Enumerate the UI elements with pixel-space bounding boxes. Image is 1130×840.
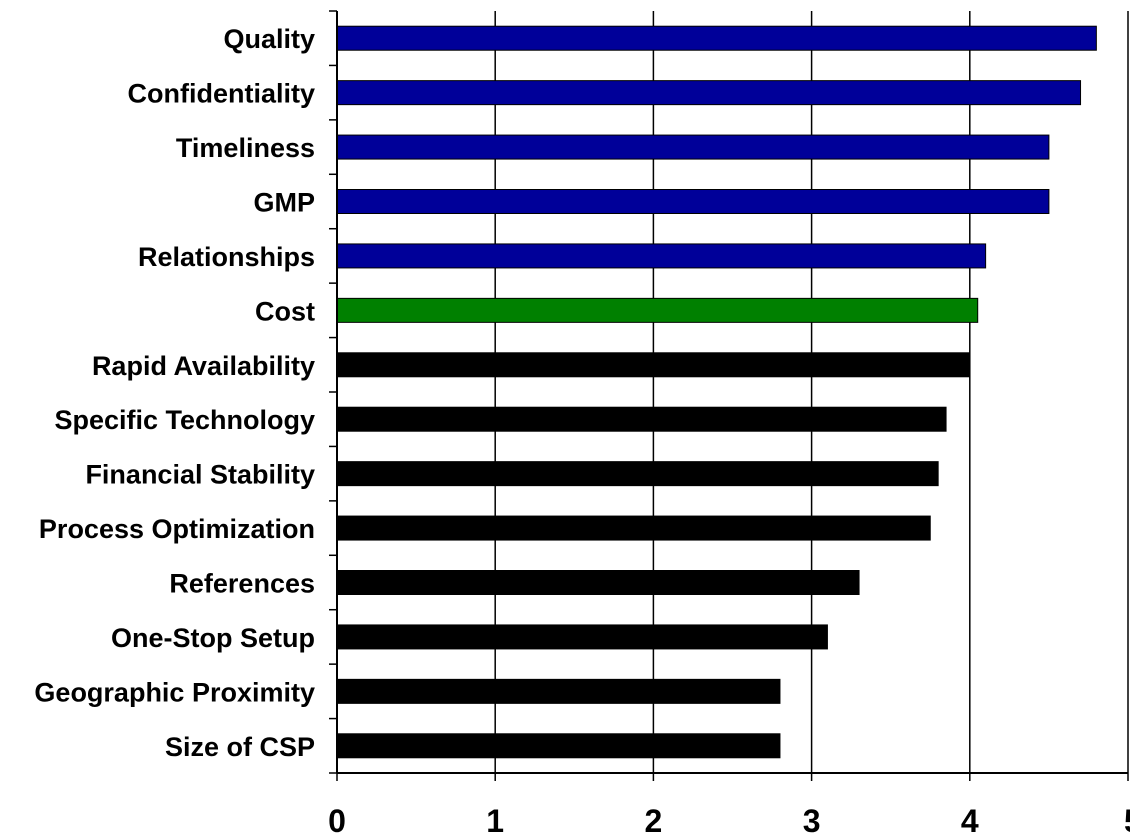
category-label: GMP [253,188,315,218]
category-label: Cost [255,296,315,326]
category-label: Quality [223,24,315,54]
bar-cost [336,297,979,323]
bar-quality [336,25,1097,51]
bar-one-stop-setup [336,624,828,650]
bar-gmp [336,189,1050,214]
category-label: Relationships [138,242,315,272]
x-tick-label: 0 [328,803,346,839]
x-tick-labels: 0 1 2 3 4 5 [328,803,1130,839]
bar-geographic-proximity [336,678,781,704]
axes [329,10,1129,781]
bar-specific-technology [336,406,947,432]
x-tick-label: 4 [961,803,979,839]
x-tick-label: 2 [645,803,663,839]
x-tick-label: 5 [1124,803,1130,839]
bar-financial-stability [336,461,939,487]
bar-timeliness [336,134,1050,160]
category-label: Rapid Availability [92,351,315,381]
bar-confidentiality [336,80,1082,106]
bar-relationships [336,243,987,269]
x-tick-label: 3 [803,803,821,839]
category-labels: Quality Confidentiality Timeliness GMP Relat… [34,24,315,762]
category-label: Confidentiality [128,79,316,109]
bar-process-optimization [336,515,931,541]
category-label: Size of CSP [165,732,315,762]
bar-size-of-csp [336,733,781,759]
bars [336,25,1097,759]
category-label: Financial Stability [85,460,315,490]
category-label: Geographic Proximity [34,677,315,707]
x-tick-label: 1 [486,803,504,839]
category-label: Process Optimization [39,514,315,544]
category-label: Timeliness [176,133,315,163]
category-label: Specific Technology [54,405,315,435]
bar-rapid-availability [336,352,971,378]
category-label: One-Stop Setup [111,623,315,653]
gridlines [494,11,1129,773]
category-label: References [169,569,315,599]
bar-references [336,570,860,595]
